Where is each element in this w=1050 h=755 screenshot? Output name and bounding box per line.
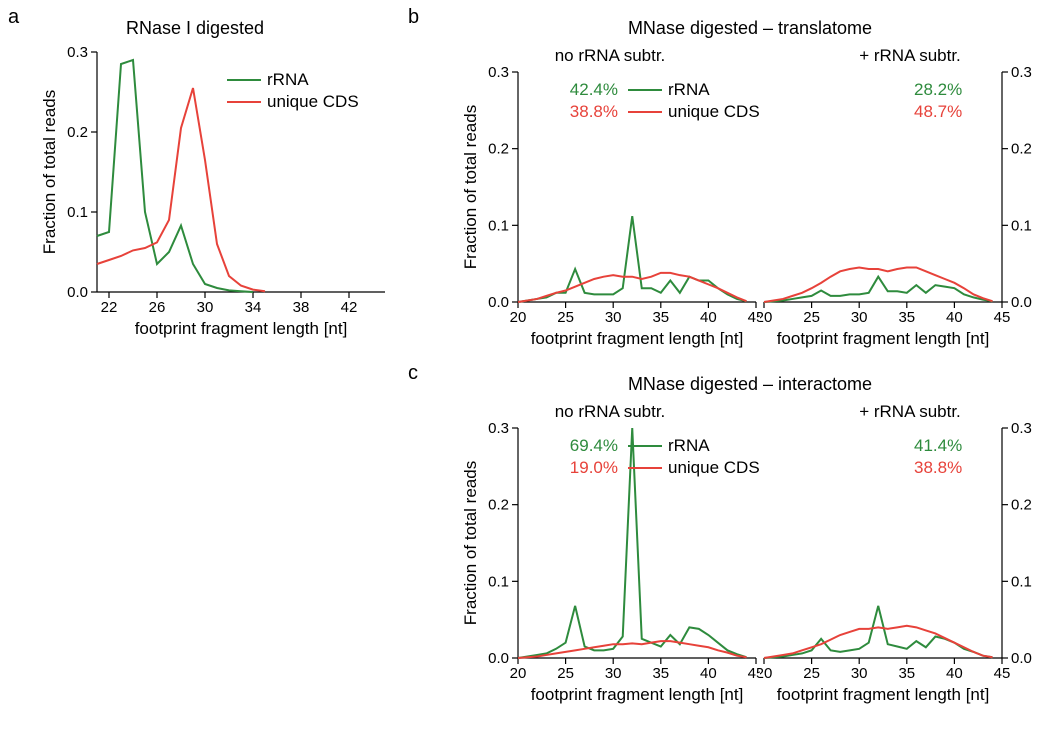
svg-text:footprint fragment length [nt]: footprint fragment length [nt] bbox=[531, 685, 744, 704]
svg-text:35: 35 bbox=[898, 309, 915, 326]
svg-text:22: 22 bbox=[101, 299, 118, 316]
svg-text:35: 35 bbox=[652, 309, 669, 326]
svg-text:40: 40 bbox=[700, 309, 717, 326]
svg-text:unique CDS: unique CDS bbox=[668, 458, 760, 477]
panel-label-c: c bbox=[408, 362, 418, 385]
svg-text:0.3: 0.3 bbox=[1011, 420, 1032, 437]
panel-c-left-plot: 20 25 30 35 40 45 0.0 0.1 0.2 0.3 footprint fragme… bbox=[460, 416, 760, 716]
svg-text:0.2: 0.2 bbox=[1011, 141, 1032, 158]
svg-text:25: 25 bbox=[803, 665, 820, 682]
panel-c-title: MNase digested – interactome bbox=[470, 374, 1030, 395]
svg-text:69.4%: 69.4% bbox=[570, 436, 618, 455]
svg-text:0.0: 0.0 bbox=[1011, 294, 1032, 311]
svg-text:30: 30 bbox=[605, 665, 622, 682]
svg-text:35: 35 bbox=[898, 665, 915, 682]
svg-text:footprint fragment length [nt]: footprint fragment length [nt] bbox=[777, 329, 990, 348]
svg-text:Fraction of total reads: Fraction of total reads bbox=[461, 461, 480, 625]
svg-text:0.0: 0.0 bbox=[1011, 650, 1032, 667]
svg-text:34: 34 bbox=[245, 299, 262, 316]
svg-text:45: 45 bbox=[994, 665, 1011, 682]
svg-text:footprint fragment length [nt]: footprint fragment length [nt] bbox=[777, 685, 990, 704]
svg-text:48.7%: 48.7% bbox=[914, 102, 962, 121]
svg-text:30: 30 bbox=[851, 309, 868, 326]
panel-label-a: a bbox=[8, 6, 19, 29]
svg-text:38.8%: 38.8% bbox=[570, 102, 618, 121]
svg-text:footprint fragment length [nt]: footprint fragment length [nt] bbox=[531, 329, 744, 348]
svg-text:0.3: 0.3 bbox=[488, 420, 509, 437]
svg-text:30: 30 bbox=[851, 665, 868, 682]
svg-text:0.0: 0.0 bbox=[67, 284, 88, 301]
svg-text:25: 25 bbox=[803, 309, 820, 326]
svg-text:0.3: 0.3 bbox=[67, 44, 88, 61]
svg-text:0.1: 0.1 bbox=[1011, 573, 1032, 590]
svg-text:20: 20 bbox=[760, 665, 772, 682]
svg-text:20: 20 bbox=[510, 665, 527, 682]
svg-text:0.2: 0.2 bbox=[67, 124, 88, 141]
panel-label-b: b bbox=[408, 6, 419, 29]
svg-text:28.2%: 28.2% bbox=[914, 80, 962, 99]
svg-text:40: 40 bbox=[946, 309, 963, 326]
svg-text:0.2: 0.2 bbox=[488, 497, 509, 514]
svg-text:20: 20 bbox=[760, 309, 772, 326]
svg-text:38: 38 bbox=[293, 299, 310, 316]
figure-root: a b c RNase I digested MNase digested – … bbox=[0, 0, 1050, 755]
svg-text:rRNA: rRNA bbox=[668, 80, 710, 99]
svg-text:26: 26 bbox=[149, 299, 166, 316]
panel-a-plot: 22 26 30 34 38 42 0.0 0.1 0.2 0.3 footprint fragme… bbox=[35, 40, 395, 350]
svg-text:0.2: 0.2 bbox=[488, 141, 509, 158]
svg-text:42.4%: 42.4% bbox=[570, 80, 618, 99]
svg-text:0.1: 0.1 bbox=[488, 217, 509, 234]
svg-text:25: 25 bbox=[557, 665, 574, 682]
panel-b-right-plot: 20 25 30 35 40 450.0 0.1 0.2 0.3 footprint fragme… bbox=[760, 60, 1050, 360]
svg-text:rRNA: rRNA bbox=[668, 436, 710, 455]
svg-text:45: 45 bbox=[748, 665, 760, 682]
svg-text:0.1: 0.1 bbox=[488, 573, 509, 590]
svg-text:40: 40 bbox=[700, 665, 717, 682]
svg-text:0.2: 0.2 bbox=[1011, 497, 1032, 514]
svg-text:0.0: 0.0 bbox=[488, 294, 509, 311]
svg-text:0.0: 0.0 bbox=[488, 650, 509, 667]
svg-text:footprint fragment length [nt]: footprint fragment length [nt] bbox=[135, 319, 348, 338]
svg-text:41.4%: 41.4% bbox=[914, 436, 962, 455]
svg-text:Fraction of total reads: Fraction of total reads bbox=[40, 90, 59, 254]
svg-text:Fraction of total reads: Fraction of total reads bbox=[461, 105, 480, 269]
svg-text:42: 42 bbox=[341, 299, 358, 316]
svg-text:30: 30 bbox=[605, 309, 622, 326]
svg-text:unique CDS: unique CDS bbox=[267, 92, 359, 111]
svg-text:45: 45 bbox=[748, 309, 760, 326]
svg-text:35: 35 bbox=[652, 665, 669, 682]
svg-text:25: 25 bbox=[557, 309, 574, 326]
svg-text:30: 30 bbox=[197, 299, 214, 316]
svg-text:20: 20 bbox=[510, 309, 527, 326]
svg-text:40: 40 bbox=[946, 665, 963, 682]
svg-text:38.8%: 38.8% bbox=[914, 458, 962, 477]
panel-b-title: MNase digested – translatome bbox=[470, 18, 1030, 39]
svg-text:unique CDS: unique CDS bbox=[668, 102, 760, 121]
svg-text:19.0%: 19.0% bbox=[570, 458, 618, 477]
svg-text:0.3: 0.3 bbox=[488, 64, 509, 81]
svg-text:0.3: 0.3 bbox=[1011, 64, 1032, 81]
panel-a-title: RNase I digested bbox=[60, 18, 330, 39]
svg-text:45: 45 bbox=[994, 309, 1011, 326]
svg-text:rRNA: rRNA bbox=[267, 70, 309, 89]
panel-b-left-plot: 20 25 30 35 40 45 0.0 0.1 0.2 0.3 footprint fragme… bbox=[460, 60, 760, 360]
svg-text:0.1: 0.1 bbox=[1011, 217, 1032, 234]
svg-text:0.1: 0.1 bbox=[67, 204, 88, 221]
panel-c-right-plot: 20 25 30 35 40 450.0 0.1 0.2 0.3 footprint fragme… bbox=[760, 416, 1050, 716]
